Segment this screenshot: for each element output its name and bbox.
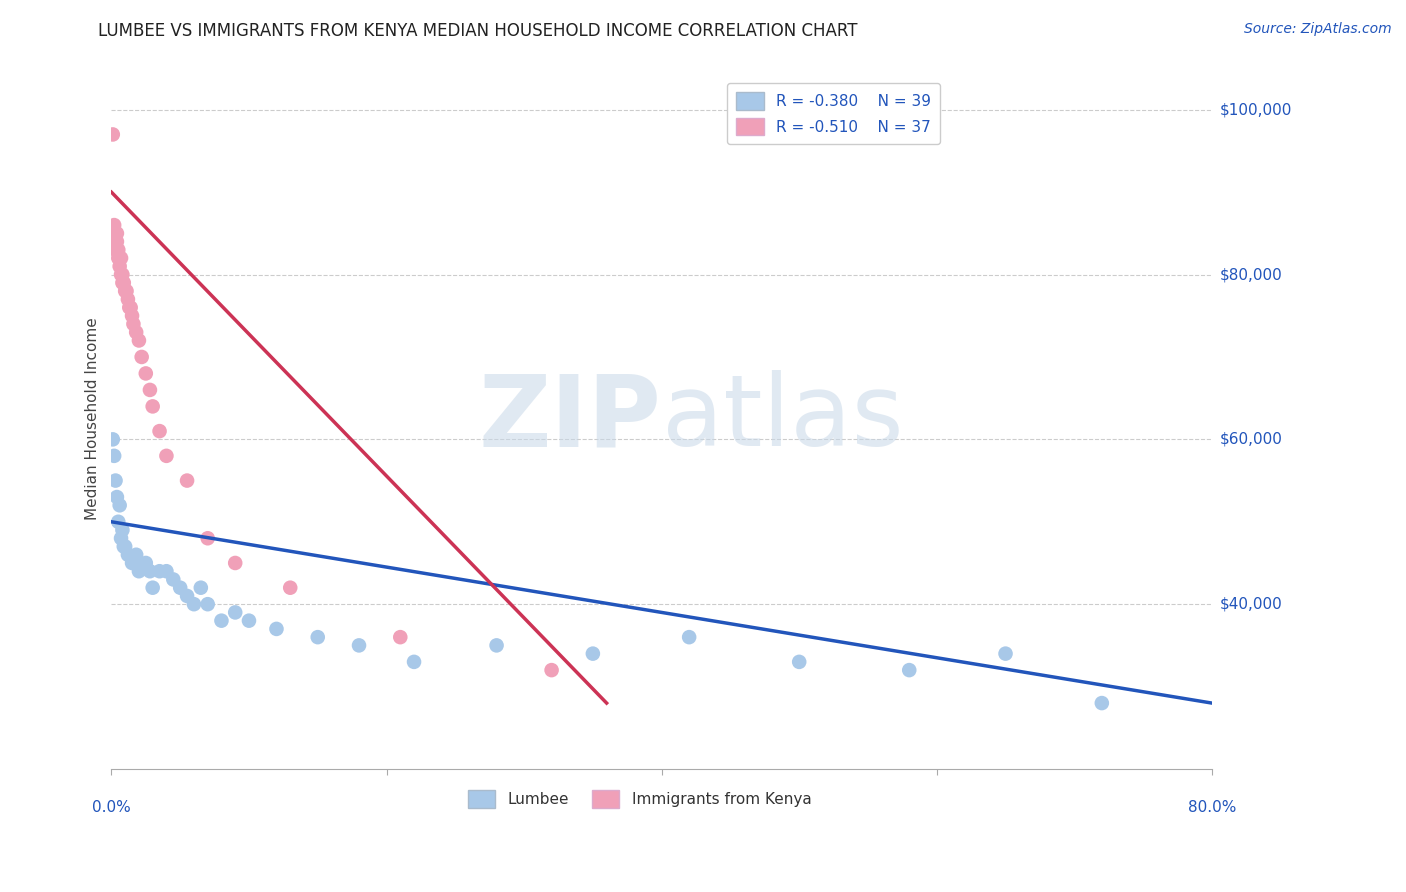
Point <box>111 276 134 290</box>
Text: 0.0%: 0.0% <box>91 799 131 814</box>
Point <box>128 564 150 578</box>
Point <box>104 235 127 249</box>
Text: $100,000: $100,000 <box>1220 103 1292 117</box>
Point <box>176 474 198 488</box>
Point <box>131 350 153 364</box>
Text: LUMBEE VS IMMIGRANTS FROM KENYA MEDIAN HOUSEHOLD INCOME CORRELATION CHART: LUMBEE VS IMMIGRANTS FROM KENYA MEDIAN H… <box>98 22 858 40</box>
Point <box>125 325 148 339</box>
Point <box>224 606 246 620</box>
Point <box>142 400 165 414</box>
Text: ZIP: ZIP <box>479 370 662 467</box>
Point <box>169 581 191 595</box>
Point <box>162 573 184 587</box>
Y-axis label: Median Household Income: Median Household Income <box>86 318 100 520</box>
Text: $80,000: $80,000 <box>1220 267 1282 282</box>
Point <box>155 449 177 463</box>
Point <box>103 227 125 241</box>
Point <box>148 564 170 578</box>
Point <box>582 647 605 661</box>
Point <box>994 647 1017 661</box>
Point <box>402 655 425 669</box>
Point <box>107 251 129 265</box>
Point <box>148 424 170 438</box>
Point <box>121 556 143 570</box>
Text: $40,000: $40,000 <box>1220 597 1282 612</box>
Point <box>105 490 128 504</box>
Point <box>101 433 124 447</box>
Point <box>155 564 177 578</box>
Point <box>125 548 148 562</box>
Point <box>307 630 329 644</box>
Point <box>114 540 136 554</box>
Point <box>114 284 136 298</box>
Point <box>139 383 162 397</box>
Legend: Lumbee, Immigrants from Kenya: Lumbee, Immigrants from Kenya <box>461 784 817 814</box>
Point <box>108 251 131 265</box>
Point <box>117 293 139 307</box>
Point <box>139 564 162 578</box>
Point <box>135 556 157 570</box>
Point <box>110 268 132 282</box>
Point <box>211 614 233 628</box>
Point <box>111 523 134 537</box>
Point <box>104 474 127 488</box>
Point <box>540 663 562 677</box>
Point <box>107 515 129 529</box>
Point <box>107 243 129 257</box>
Point <box>111 268 134 282</box>
Point <box>101 128 124 142</box>
Point <box>105 235 128 249</box>
Point <box>135 367 157 381</box>
Point <box>183 597 205 611</box>
Point <box>103 449 125 463</box>
Point <box>108 260 131 274</box>
Point <box>197 597 219 611</box>
Text: atlas: atlas <box>662 370 903 467</box>
Text: $60,000: $60,000 <box>1220 432 1284 447</box>
Point <box>1091 696 1114 710</box>
Point <box>485 639 508 653</box>
Point <box>120 301 142 315</box>
Point <box>347 639 370 653</box>
Point <box>238 614 260 628</box>
Point <box>787 655 810 669</box>
Point <box>898 663 921 677</box>
Point <box>112 540 135 554</box>
Point <box>122 317 145 331</box>
Point <box>142 581 165 595</box>
Text: 80.0%: 80.0% <box>1188 799 1236 814</box>
Point <box>224 556 246 570</box>
Point <box>110 251 132 265</box>
Point <box>197 531 219 545</box>
Point <box>103 218 125 232</box>
Point <box>266 622 288 636</box>
Point <box>108 498 131 512</box>
Point <box>278 581 301 595</box>
Point <box>121 309 143 323</box>
Point <box>176 589 198 603</box>
Point <box>110 531 132 545</box>
Point <box>112 276 135 290</box>
Point <box>678 630 700 644</box>
Point <box>128 334 150 348</box>
Point <box>118 301 141 315</box>
Text: Source: ZipAtlas.com: Source: ZipAtlas.com <box>1244 22 1392 37</box>
Point <box>117 548 139 562</box>
Point <box>104 243 127 257</box>
Point <box>190 581 212 595</box>
Point <box>115 284 138 298</box>
Point <box>105 227 128 241</box>
Point <box>389 630 412 644</box>
